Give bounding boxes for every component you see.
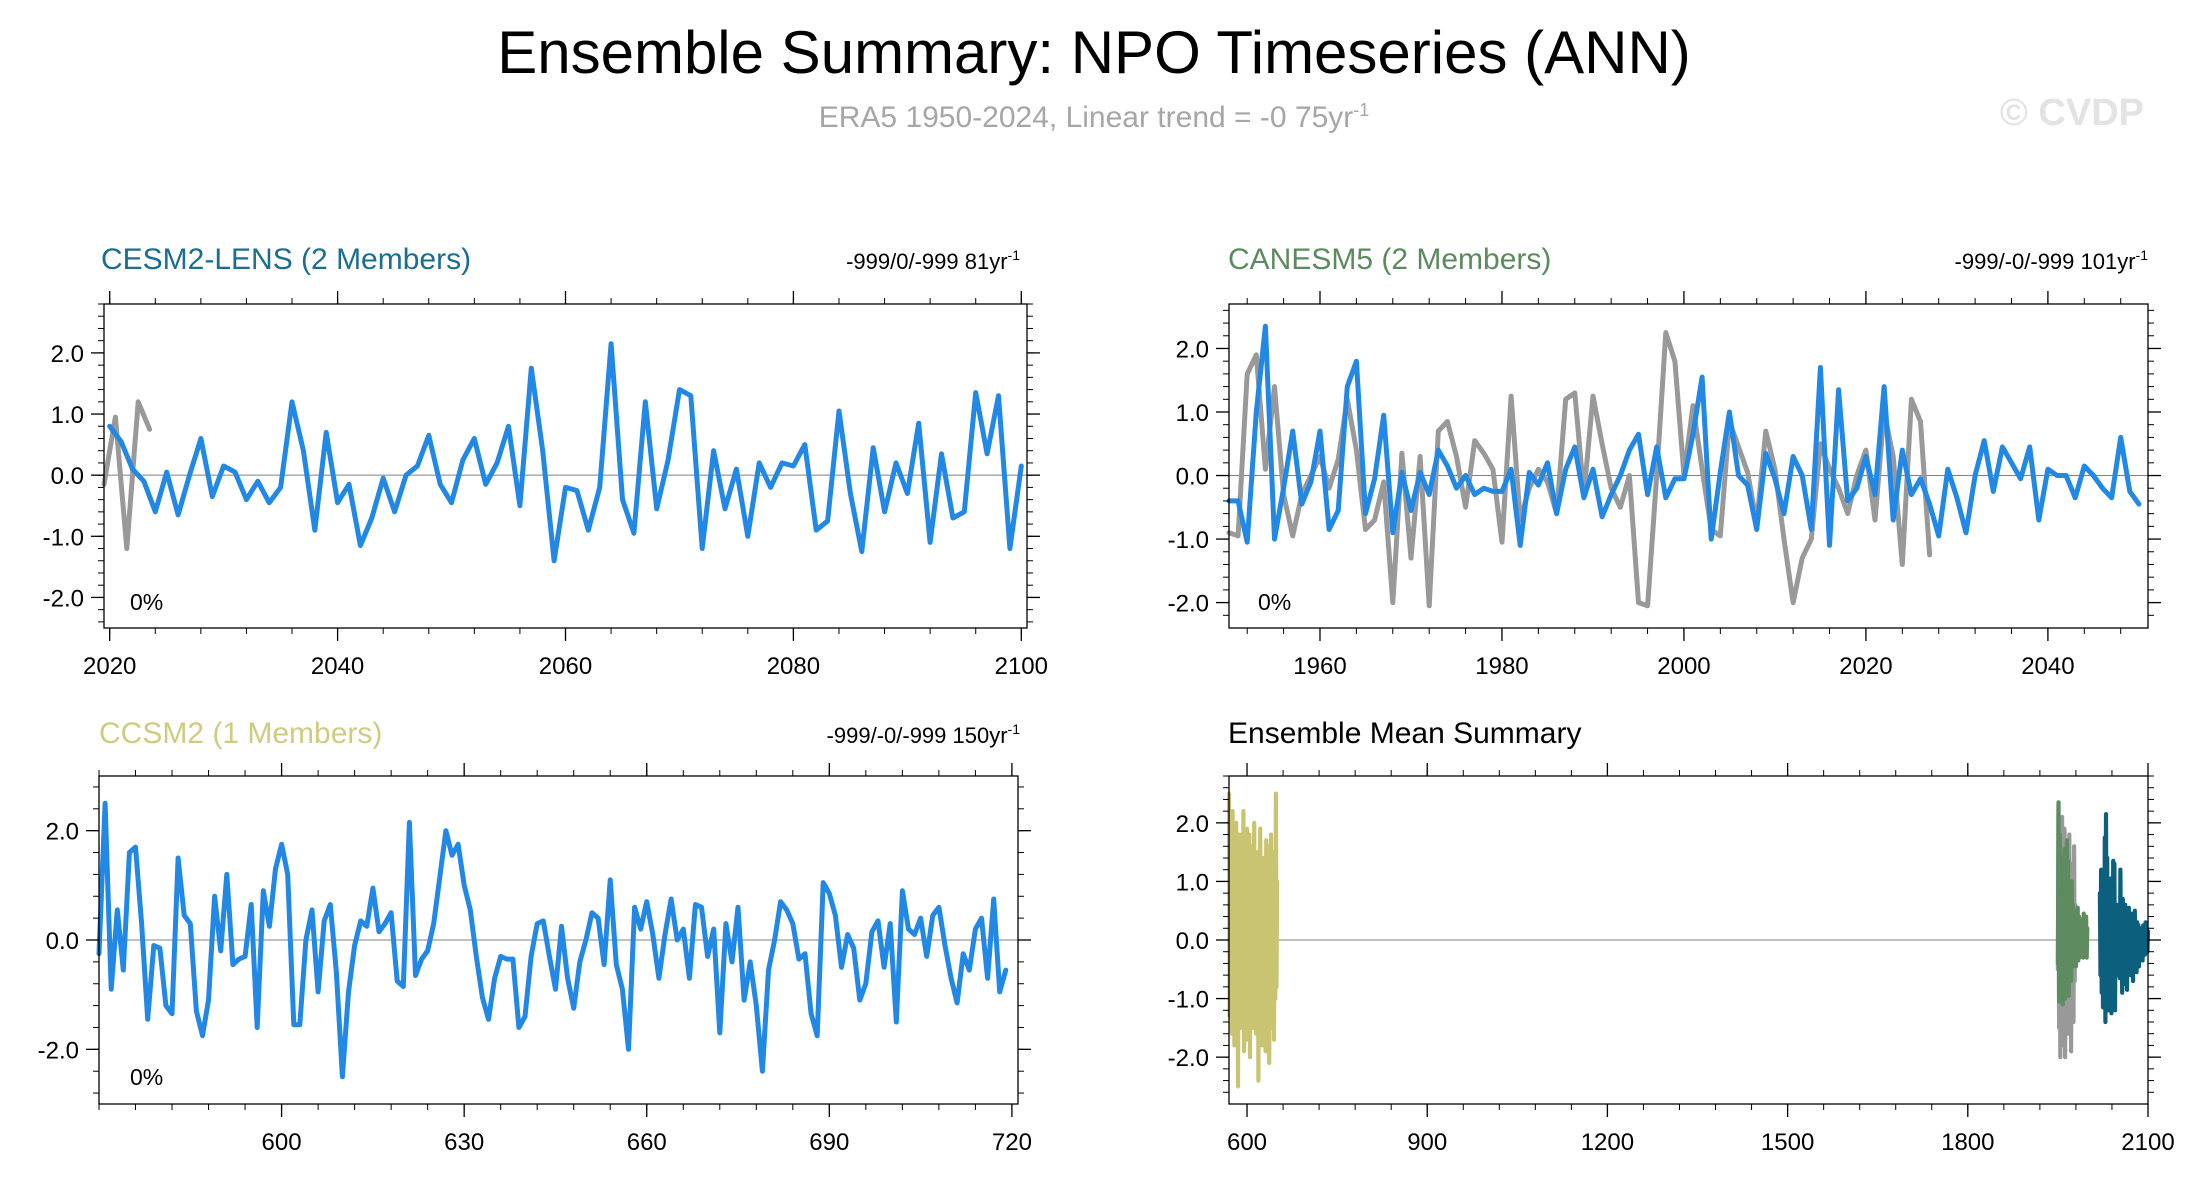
trend-text: -999/0/-999 81yr [846,249,1007,274]
x-tick-label: 660 [627,1129,667,1156]
x-tick-label: 900 [1407,1129,1447,1156]
cvdp-watermark: © CVDP [1999,92,2144,134]
x-tick-label: 1800 [1941,1129,1994,1156]
chart-panel-2: CANESM5 (2 Members) -999/-0/-999 101yr-1-… [1168,243,2161,680]
chart-panel-1: CESM2-LENS (2 Members) -999/0/-999 81yr-1… [43,243,1048,680]
series-line-cesm2-lens [2097,811,2151,1025]
y-tick-label: -2.0 [38,1037,79,1064]
percent-label: 0% [130,589,163,615]
y-tick-label: -1.0 [1168,527,1209,554]
y-tick-label: -1.0 [43,524,84,551]
series-line-ccsm2 [1226,791,1280,1089]
subtitle-superscript: -1 [1353,100,1370,120]
y-tick-label: 0.0 [1176,464,1209,491]
x-tick-label: 1980 [1475,653,1528,680]
x-tick-label: 600 [262,1129,302,1156]
trend-label: -999/-0/-999 150yr-1 [827,721,1021,748]
y-tick-label: 2.0 [46,819,79,846]
trend-label: -999/-0/-999 101yr-1 [1955,247,2149,274]
y-tick-label: -2.0 [1168,1045,1209,1072]
x-tick-label: 2100 [2121,1129,2174,1156]
y-tick-label: -2.0 [1168,591,1209,618]
x-tick-label: 2000 [1657,653,1710,680]
trend-superscript: -1 [2136,247,2149,263]
x-tick-label: 690 [809,1129,849,1156]
x-tick-label: 2020 [83,653,136,680]
x-tick-label: 2100 [995,653,1048,680]
y-tick-label: 0.0 [1176,928,1209,955]
percent-label: 0% [1258,589,1291,615]
percent-label: 0% [130,1064,163,1090]
page-title: Ensemble Summary: NPO Timeseries (ANN) [497,19,1691,86]
panel-title: CESM2-LENS (2 Members) [101,243,471,276]
series-line-ensemble [96,800,1009,1080]
series-line-observations [101,399,153,551]
x-tick-label: 2040 [311,653,364,680]
x-tick-label: 600 [1227,1129,1267,1156]
y-tick-label: 1.0 [1176,869,1209,896]
trend-superscript: -1 [1008,247,1021,263]
y-tick-label: 0.0 [46,928,79,955]
x-tick-label: 2060 [539,653,592,680]
x-tick-label: 2080 [767,653,820,680]
y-tick-label: 1.0 [1176,400,1209,427]
trend-superscript: -1 [1008,721,1021,737]
series-line-ensemble [1226,323,2142,548]
y-tick-label: -2.0 [43,585,84,612]
x-tick-label: 1500 [1761,1129,1814,1156]
panel-title: CANESM5 (2 Members) [1228,243,1551,276]
subtitle-text: ERA5 1950-2024, Linear trend = -0 75yr [818,101,1354,134]
y-tick-label: 1.0 [51,402,84,429]
y-tick-label: 0.0 [51,463,84,490]
x-tick-label: 2020 [1839,653,1892,680]
x-tick-label: 1960 [1293,653,1346,680]
chart-panel-4: Ensemble Mean Summary -2.0 -1.0 0.0 1.0 2.0 60… [1168,717,2175,1156]
x-tick-label: 630 [444,1129,484,1156]
series-line-canesm5 [2055,800,2090,1007]
series-line-ensemble [107,341,1024,564]
page-subtitle: ERA5 1950-2024, Linear trend = -0 75yr-1 [0,100,2188,135]
y-tick-label: -1.0 [1168,987,1209,1014]
panel-title: CCSM2 (1 Members) [99,717,382,750]
chart-panel-3: CCSM2 (1 Members) -999/-0/-999 150yr-1 -2.… [38,717,1032,1156]
trend-text: -999/-0/-999 101yr [1955,249,2136,274]
plot-frame [1228,303,2149,629]
x-tick-label: 1200 [1581,1129,1634,1156]
y-tick-label: 2.0 [1176,336,1209,363]
panel-title: Ensemble Mean Summary [1228,717,1581,750]
trend-text: -999/-0/-999 150yr [827,723,1008,748]
y-tick-label: 2.0 [1176,811,1209,838]
plot-frame [103,303,1028,629]
x-tick-label: 2040 [2021,653,2074,680]
x-tick-label: 720 [992,1129,1032,1156]
trend-label: -999/0/-999 81yr-1 [846,247,1020,274]
y-tick-label: 2.0 [51,341,84,368]
